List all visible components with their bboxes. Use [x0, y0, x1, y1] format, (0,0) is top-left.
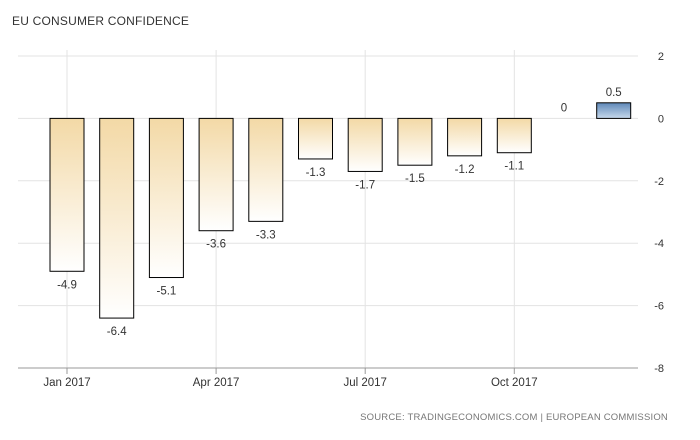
- y-tick-label: -8: [654, 363, 664, 375]
- x-tick-label: Oct 2017: [491, 377, 538, 389]
- data-label: -1.5: [405, 173, 425, 185]
- bar-apr-2017: [198, 117, 234, 232]
- chart-title: EU CONSUMER CONFIDENCE: [12, 14, 190, 28]
- bar-oct-2017: [496, 117, 532, 154]
- data-label: 0.5: [606, 87, 622, 99]
- data-label: -1.3: [306, 167, 326, 179]
- x-tick-label: Jan 2017: [43, 377, 90, 389]
- bar-jan-2017: [49, 117, 85, 272]
- data-label: -1.7: [355, 179, 375, 191]
- y-tick-label: 2: [658, 51, 664, 63]
- data-label: -1.2: [455, 164, 475, 176]
- bar-may-2017: [248, 117, 284, 222]
- y-tick-label: -2: [654, 176, 664, 188]
- x-axis: Jan 2017 Apr 2017 Jul 2017 Oct 2017: [18, 367, 638, 389]
- data-label: -4.9: [57, 279, 77, 291]
- bar-feb-2017: [99, 117, 135, 319]
- x-tick-label: Apr 2017: [193, 377, 240, 389]
- bars: [49, 102, 632, 319]
- y-axis: 2 0 -2 -4 -6 -8: [654, 51, 664, 375]
- data-label: -5.1: [156, 286, 176, 298]
- data-label: 0: [561, 102, 567, 114]
- data-label: -1.1: [504, 161, 524, 173]
- data-label: -6.4: [107, 326, 127, 338]
- data-labels: -4.9 -6.4 -5.1 -3.6 -3.3 -1.3 -1.7 -1.5 -1.2 -1.1…: [57, 87, 622, 338]
- bar-mar-2017: [148, 117, 184, 279]
- data-label: -3.3: [256, 229, 276, 241]
- bar-jul-2017: [347, 117, 383, 172]
- data-label: -3.6: [206, 239, 226, 251]
- x-tick-label: Jul 2017: [343, 377, 386, 389]
- bar-aug-2017: [397, 117, 433, 166]
- source-note: SOURCE: TRADINGECONOMICS.COM | EUROPEAN …: [360, 412, 668, 423]
- y-tick-label: 0: [658, 113, 664, 125]
- y-tick-label: -6: [654, 301, 664, 313]
- bar-jun-2017: [298, 117, 333, 160]
- bar-sep-2017: [447, 117, 483, 157]
- bar-dec-2017: [596, 102, 632, 119]
- y-tick-label: -4: [654, 238, 664, 250]
